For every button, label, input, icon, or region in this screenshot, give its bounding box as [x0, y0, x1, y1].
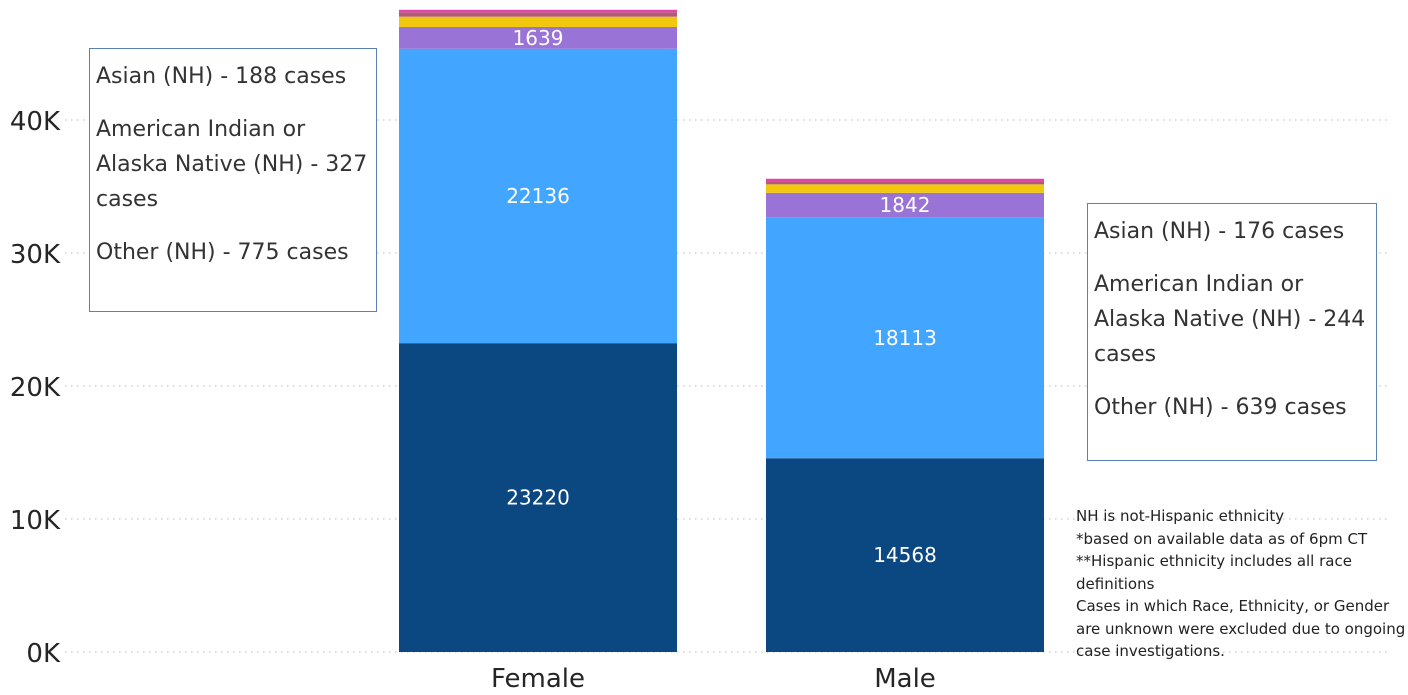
- bar-segment: [399, 343, 677, 652]
- y-tick-label: 30K: [10, 240, 61, 270]
- x-tick-label: Male: [874, 664, 936, 694]
- bar-segment: [766, 192, 1044, 218]
- bar-segment: [766, 217, 1044, 459]
- bar-labels: 23220 22136 1639 14568 18113 1842: [506, 26, 937, 567]
- annotation-other: Other (NH) - 775 cases: [96, 240, 349, 265]
- y-tick-label: 20K: [10, 373, 61, 403]
- bar-segment: [399, 16, 677, 27]
- annotation-asian: Asian (NH) - 188 cases: [96, 64, 347, 89]
- y-tick-label: 10K: [10, 506, 61, 536]
- data-label: 22136: [506, 184, 570, 208]
- data-label: 14568: [873, 543, 937, 567]
- data-label: 23220: [506, 486, 570, 510]
- bar-segment: [399, 26, 677, 49]
- y-tick-label: 40K: [10, 107, 61, 137]
- footnote: Cases in which Race, Ethnicity, or Gende…: [1076, 597, 1406, 660]
- footnote: NH is not-Hispanic ethnicity: [1076, 507, 1285, 525]
- y-axis: 0K 10K 20K 30K 40K: [10, 107, 61, 669]
- bars: [399, 9, 1044, 652]
- x-tick-label: Female: [491, 664, 585, 694]
- annotation-american-indian: American Indian or Alaska Native (NH) - …: [96, 117, 368, 212]
- bar-segment: [766, 178, 1044, 182]
- female-annotation-box: Asian (NH) - 188 cases American Indian o…: [89, 48, 377, 312]
- bar-segment: [399, 12, 677, 17]
- male-annotation-box: Asian (NH) - 176 cases American Indian o…: [1087, 203, 1377, 461]
- footnote: **Hispanic ethnicity includes all race d…: [1076, 552, 1352, 593]
- bar-segment: [399, 48, 677, 344]
- footnote: *based on available data as of 6pm CT: [1076, 529, 1368, 548]
- bar-segment: [399, 9, 677, 13]
- annotation-asian: Asian (NH) - 176 cases: [1094, 219, 1345, 244]
- footnotes: NH is not-Hispanic ethnicity *based on a…: [1076, 505, 1406, 663]
- bar-segment: [766, 458, 1044, 652]
- y-tick-label: 0K: [26, 639, 61, 669]
- annotation-other: Other (NH) - 639 cases: [1094, 395, 1347, 420]
- data-label: 1842: [880, 193, 931, 217]
- data-label: 1639: [513, 26, 564, 50]
- bar-segment: [766, 184, 1044, 193]
- bar-segment: [766, 181, 1044, 185]
- annotation-american-indian: American Indian or Alaska Native (NH) - …: [1094, 272, 1366, 367]
- data-label: 18113: [873, 326, 937, 350]
- x-axis: Female Male: [491, 664, 936, 694]
